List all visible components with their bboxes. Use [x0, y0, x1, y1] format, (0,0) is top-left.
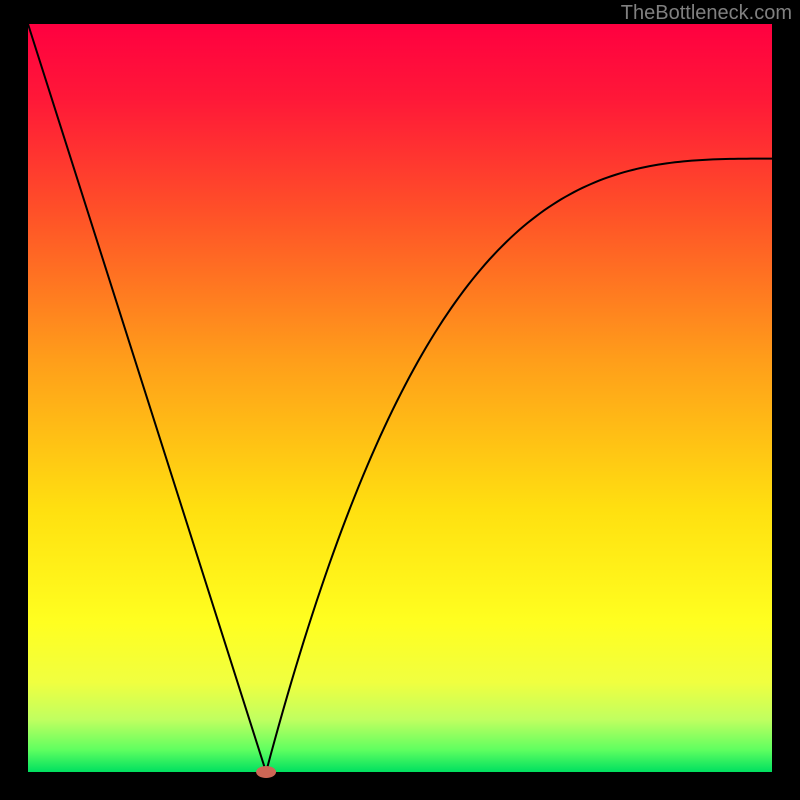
watermark-text: TheBottleneck.com	[621, 2, 792, 25]
plot-area	[28, 24, 772, 772]
chart-container: TheBottleneck.com	[0, 0, 800, 800]
